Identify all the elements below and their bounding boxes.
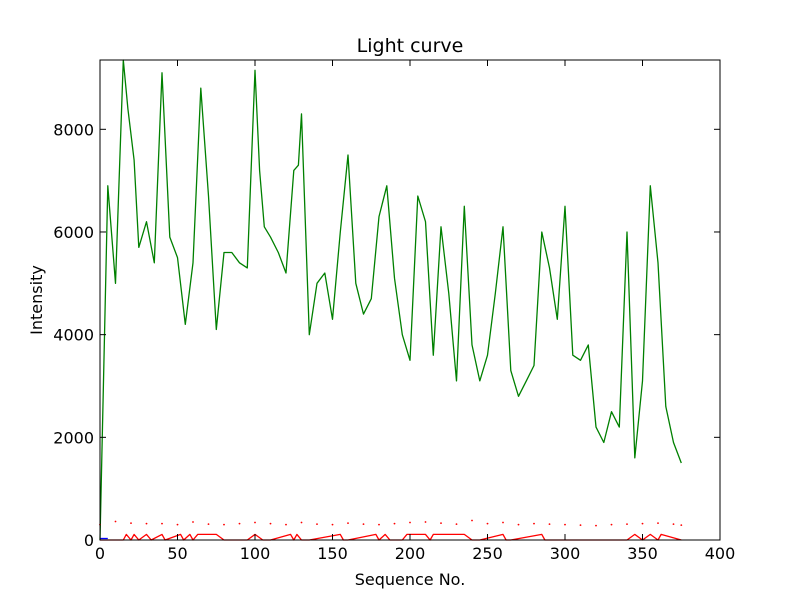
data-point: [680, 524, 683, 526]
data-point: [672, 523, 675, 525]
y-tick-label: 2000: [53, 428, 94, 447]
data-point: [254, 521, 256, 524]
data-point: [595, 524, 597, 527]
data-point: [238, 522, 241, 525]
data-point: [548, 523, 551, 525]
series-1: [99, 519, 683, 527]
series-0: [99, 59, 682, 541]
data-point: [455, 523, 458, 525]
data-point: [486, 522, 489, 525]
data-point: [610, 523, 613, 526]
data-point: [657, 522, 659, 524]
series-line: [99, 59, 682, 541]
x-tick-label: 250: [472, 544, 503, 563]
x-tick-label: 50: [167, 544, 187, 563]
y-tick-label: 8000: [53, 120, 94, 139]
data-point: [285, 523, 287, 526]
data-point: [626, 523, 628, 525]
y-tick-label: 4000: [53, 326, 94, 345]
data-point: [300, 521, 303, 524]
x-axis-label: Sequence No.: [355, 570, 466, 589]
data-point: [378, 523, 380, 526]
chart-title: Light curve: [357, 35, 464, 57]
data-point: [161, 522, 163, 525]
data-point: [362, 523, 365, 525]
data-point: [269, 522, 272, 525]
x-tick-label: 200: [395, 544, 426, 563]
x-tick-label: 350: [627, 544, 658, 563]
data-point: [440, 522, 442, 524]
data-point: [517, 523, 520, 526]
data-point: [130, 522, 132, 524]
data-point: [424, 521, 427, 523]
data-point: [114, 520, 117, 523]
data-point: [145, 522, 148, 525]
data-point: [409, 521, 411, 524]
x-tick-label: 150: [317, 544, 348, 563]
x-tick-label: 100: [240, 544, 271, 563]
y-tick-label: 0: [84, 531, 94, 550]
data-point: [223, 523, 225, 526]
data-point: [331, 523, 334, 526]
data-point: [502, 521, 504, 524]
x-tick-label: 400: [705, 544, 736, 563]
data-point: [192, 521, 194, 523]
data-point: [564, 523, 566, 526]
data-point: [347, 522, 349, 524]
y-tick-label: 6000: [53, 223, 94, 242]
y-axis-label: Intensity: [27, 265, 46, 335]
data-point: [393, 522, 396, 525]
data-point: [207, 523, 210, 525]
tick-layer: 0 50 100 150 200 250 300 350 4000200040006000800…: [53, 60, 735, 563]
data-point: [533, 522, 535, 525]
data-point: [316, 523, 318, 525]
x-tick-label: 0: [95, 544, 105, 563]
data-point: [471, 519, 473, 522]
x-tick-label: 300: [550, 544, 581, 563]
data-point: [176, 523, 179, 526]
data-point: [641, 522, 644, 525]
data-point: [579, 524, 582, 526]
